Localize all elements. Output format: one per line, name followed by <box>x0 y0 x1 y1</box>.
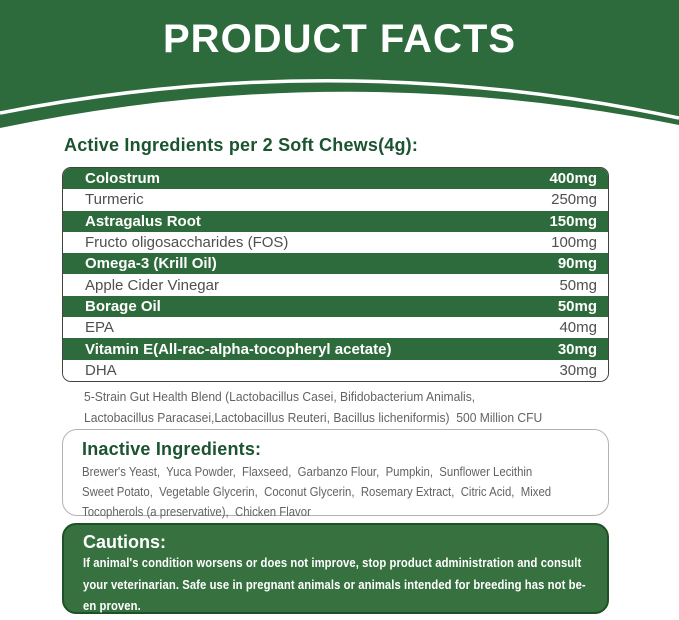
header-white-swoosh-line <box>0 78 679 120</box>
inactive-ingredients-line: Sweet Potato, Vegetable Glycerin, Coconu… <box>82 485 552 499</box>
table-row: Fructo oligosaccharides (FOS) 100mg <box>63 231 608 254</box>
ingredient-name: Apple Cider Vinegar <box>85 276 219 294</box>
table-row: Omega-3 (Krill Oil) 90mg <box>63 253 608 275</box>
table-row: Colostrum 400mg <box>63 168 608 190</box>
table-row: Apple Cider Vinegar 50mg <box>63 274 608 296</box>
header-curve-graphic <box>0 0 679 128</box>
table-row: Vitamin E(All-rac-alpha-tocopheryl aceta… <box>63 338 608 360</box>
blend-note-line: Lactobacillus Paracasei,Lactobacillus Re… <box>84 410 543 425</box>
header-band: PRODUCT FACTS <box>0 0 679 135</box>
probiotic-blend-note: 5-Strain Gut Health Blend (Lactobacillus… <box>84 386 624 428</box>
ingredient-amount: 50mg <box>557 297 597 315</box>
ingredient-amount: 40mg <box>559 319 597 337</box>
table-row: EPA 40mg <box>63 317 608 339</box>
header-green-fill <box>0 0 679 128</box>
cautions-text: If animal's condition worsens or does no… <box>83 553 589 618</box>
inactive-ingredients-line: Tocopherols (a preservative), Chicken Fl… <box>82 505 311 519</box>
cautions-box: Cautions: If animal's condition worsens … <box>62 523 609 614</box>
active-ingredients-table: Colostrum 400mg Turmeric 250mg Astragalus Ro… <box>62 167 609 382</box>
ingredient-name: Colostrum <box>85 170 160 188</box>
ingredient-name: DHA <box>85 361 117 379</box>
ingredient-name: Omega-3 (Krill Oil) <box>85 255 217 273</box>
ingredient-name: Borage Oil <box>85 297 161 315</box>
ingredient-amount: 30mg <box>559 361 597 379</box>
inactive-ingredients-heading: Inactive Ingredients: <box>82 439 262 459</box>
ingredient-amount: 30mg <box>557 340 597 358</box>
ingredient-amount: 400mg <box>549 170 597 188</box>
inactive-ingredients-line: Brewer's Yeast, Yuca Powder, Flaxseed, G… <box>82 465 533 479</box>
cautions-heading: Cautions: <box>83 532 166 552</box>
ingredient-amount: 150mg <box>549 212 597 230</box>
active-ingredients-heading: Active Ingredients per 2 Soft Chews(4g): <box>64 135 419 155</box>
cautions-line: If animal's condition worsens or does no… <box>83 556 582 570</box>
inactive-ingredients-list: Brewer's Yeast, Yuca Powder, Flaxseed, G… <box>82 462 590 522</box>
ingredient-amount: 250mg <box>551 191 597 209</box>
blend-note-line: 5-Strain Gut Health Blend (Lactobacillus… <box>84 389 476 404</box>
cautions-line: your veterinarian. Safe use in pregnant … <box>83 577 586 592</box>
product-facts-title: PRODUCT FACTS <box>163 17 516 61</box>
ingredient-name: EPA <box>85 319 114 337</box>
ingredient-name: Astragalus Root <box>85 212 201 230</box>
table-row: Astragalus Root 150mg <box>63 210 608 232</box>
table-row: DHA 30mg <box>63 359 608 381</box>
table-row: Turmeric 250mg <box>63 189 608 211</box>
ingredient-name: Fructo oligosaccharides (FOS) <box>85 234 289 252</box>
inactive-ingredients-box: Inactive Ingredients: Brewer's Yeast, Yu… <box>62 429 609 519</box>
ingredient-amount: 50mg <box>559 276 597 294</box>
cautions-line: en proven. <box>83 599 141 613</box>
ingredient-name: Vitamin E(All-rac-alpha-tocopheryl aceta… <box>85 340 392 358</box>
ingredient-amount: 90mg <box>557 255 597 273</box>
table-row: Borage Oil 50mg <box>63 295 608 318</box>
ingredient-amount: 100mg <box>551 234 597 252</box>
ingredient-name: Turmeric <box>85 191 144 209</box>
